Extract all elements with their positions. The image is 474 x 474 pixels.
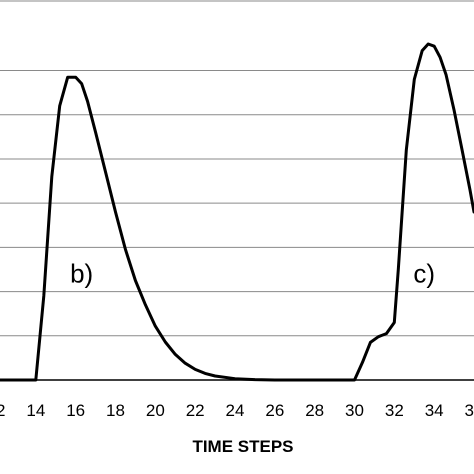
gridlines (0, 0, 474, 381)
x-axis-title: TIME STEPS (192, 437, 293, 456)
x-tick-label-28: 28 (305, 401, 324, 420)
x-tick-label-32: 32 (385, 401, 404, 420)
x-axis-tick-labels: 12 14 16 18 20 22 24 26 28 30 32 34 36 (0, 401, 474, 420)
x-tick-label-34: 34 (425, 401, 444, 420)
x-tick-label-20: 20 (146, 401, 165, 420)
plot-area (0, 42, 474, 382)
x-tick-label-26: 26 (265, 401, 284, 420)
x-tick-label-14: 14 (26, 401, 45, 420)
x-tick-label-24: 24 (226, 401, 245, 420)
series-line-0 (0, 42, 474, 382)
annotations: b) c) (70, 259, 435, 289)
x-tick-label-30: 30 (345, 401, 364, 420)
x-tick-label-36: 36 (465, 401, 474, 420)
x-tick-label-22: 22 (186, 401, 205, 420)
x-tick-label-12: 12 (0, 401, 5, 420)
annotation-label-0: b) (70, 259, 93, 289)
x-tick-label-18: 18 (106, 401, 125, 420)
x-tick-label-16: 16 (66, 401, 85, 420)
annotation-label-1: c) (413, 259, 435, 289)
